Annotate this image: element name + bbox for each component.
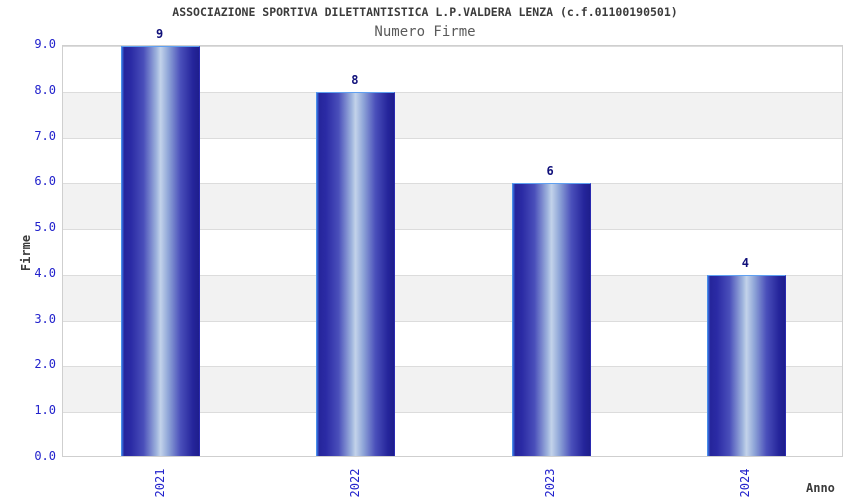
bar-value-label: 9 (156, 27, 164, 41)
gridline (63, 412, 842, 413)
chart-subtitle: Numero Firme (374, 24, 476, 40)
x-axis-tick-label: 2023 (543, 468, 558, 498)
gridline (63, 321, 842, 322)
gridline (63, 92, 842, 93)
gridline (63, 138, 842, 139)
y-axis-tick-label: 0.0 (34, 449, 56, 463)
gridline (63, 183, 842, 184)
bar[interactable] (121, 46, 201, 456)
x-axis-tick-label: 2022 (347, 468, 362, 498)
y-axis-tick-label: 9.0 (34, 37, 56, 51)
x-axis-tick-labels: 2021 2022 2023 2024 (62, 462, 843, 498)
x-axis-tick-label: 2024 (738, 468, 753, 498)
bar-value-label: 8 (351, 72, 359, 87)
plot-area (62, 45, 843, 457)
gridline (63, 46, 842, 47)
y-axis-tick-label: 4.0 (34, 265, 56, 280)
y-axis-tick-label: 1.0 (34, 403, 56, 418)
y-axis-tick-label: 7.0 (34, 128, 56, 143)
gridline (63, 366, 842, 367)
x-axis-tick-label: 2021 (152, 468, 167, 498)
gridline (63, 229, 842, 230)
bar[interactable] (706, 274, 786, 456)
y-axis-tick-label: 3.0 (34, 311, 56, 326)
x-axis-title: Anno (806, 481, 835, 495)
bar[interactable] (511, 183, 591, 456)
bar-value-label: 4 (741, 255, 749, 270)
gridline (63, 275, 842, 276)
y-axis-tick-label: 5.0 (34, 220, 56, 235)
bar[interactable] (316, 91, 396, 456)
y-axis-tick-labels: 0.0 1.0 2.0 3.0 4.0 5.0 6.0 7.0 8.0 9.0 (0, 37, 56, 463)
y-axis-tick-label: 8.0 (34, 82, 56, 97)
y-axis-tick-label: 6.0 (34, 174, 56, 189)
chart-title: ASSOCIAZIONE SPORTIVA DILETTANTISTICA L.… (172, 5, 678, 19)
y-axis-tick-label: 2.0 (34, 357, 56, 372)
bar-value-label: 6 (546, 164, 554, 179)
